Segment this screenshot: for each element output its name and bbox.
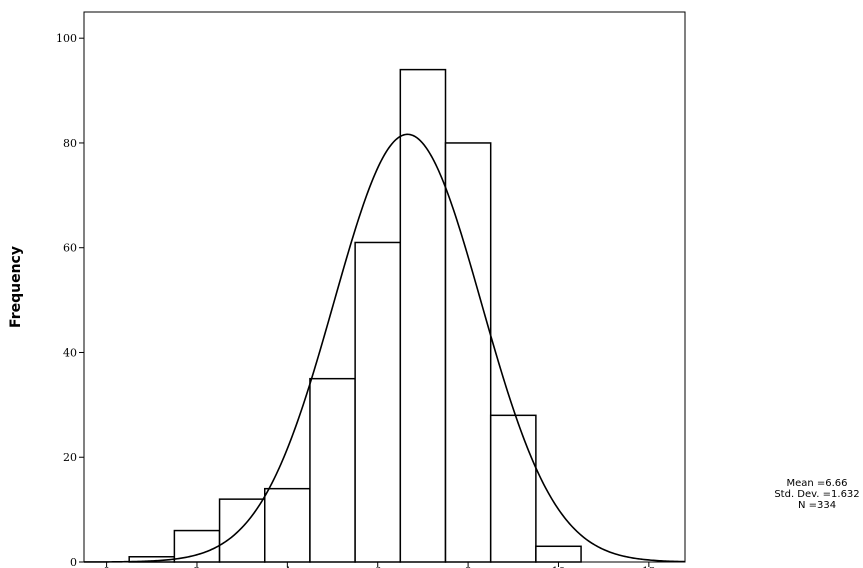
- histogram-bar: [399, 68, 447, 563]
- statistics-legend: Mean =6.66 Std. Dev. =1.632 N =334: [772, 478, 862, 511]
- y-tick-label: 0: [70, 556, 77, 568]
- y-axis: 0 20 40 60 80 100: [56, 32, 84, 568]
- x-tick-label: 4: [284, 565, 291, 568]
- mean-stat: Mean =6.66: [786, 478, 848, 489]
- histogram-bar: [444, 142, 492, 563]
- x-tick-label: 8: [465, 565, 472, 568]
- n-stat: N =334: [797, 500, 837, 511]
- std-dev-stat: Std. Dev. =1.632: [774, 489, 860, 500]
- x-tick-label: 10: [551, 565, 565, 568]
- histogram-bars: [128, 68, 582, 563]
- y-tick-label: 40: [63, 346, 77, 359]
- y-tick-label: 20: [63, 451, 77, 464]
- y-tick-label: 60: [63, 242, 77, 255]
- normal-curve: [84, 133, 686, 563]
- x-tick-label: 6: [374, 565, 381, 568]
- x-tick-label: 2: [193, 565, 200, 568]
- x-axis: 0 2 4 6 8 10 12: [103, 562, 656, 568]
- x-tick-label: 0: [103, 565, 110, 568]
- histogram-bar: [354, 241, 402, 563]
- y-tick-label: 80: [63, 137, 77, 150]
- y-tick-label: 100: [56, 32, 77, 45]
- histogram-bar: [264, 487, 311, 563]
- histogram-bar: [309, 377, 356, 563]
- histogram-bar: [535, 545, 582, 563]
- histogram-bar: [173, 529, 221, 563]
- histogram-bar: [489, 414, 537, 563]
- y-axis-label: Frequency: [8, 246, 24, 328]
- x-tick-label: 12: [642, 565, 656, 568]
